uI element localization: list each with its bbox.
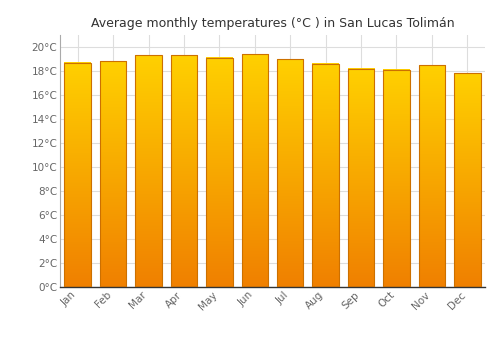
- Bar: [418, 65, 445, 287]
- Bar: [312, 64, 339, 287]
- Bar: [242, 54, 268, 287]
- Bar: [454, 74, 480, 287]
- Bar: [383, 70, 409, 287]
- Bar: [206, 58, 233, 287]
- Bar: [100, 61, 126, 287]
- Title: Average monthly temperatures (°C ) in San Lucas Tolimán: Average monthly temperatures (°C ) in Sa…: [90, 17, 454, 30]
- Bar: [277, 59, 303, 287]
- Bar: [136, 55, 162, 287]
- Bar: [64, 63, 91, 287]
- Bar: [348, 69, 374, 287]
- Bar: [170, 55, 197, 287]
